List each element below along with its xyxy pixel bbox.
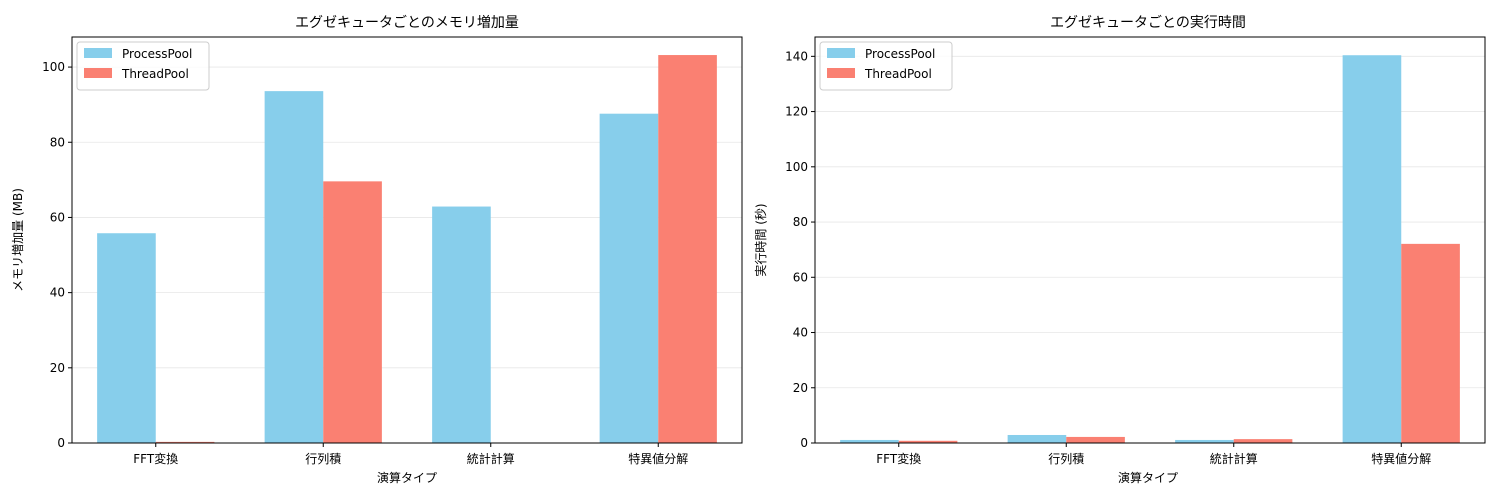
bar-processpool-3 xyxy=(1342,55,1402,443)
bar-processpool-1 xyxy=(264,91,324,443)
x-tick-label: 特異値分解 xyxy=(1371,451,1431,466)
legend-label: ThreadPool xyxy=(864,67,932,81)
y-tick-label: 60 xyxy=(793,270,808,284)
legend-label: ProcessPool xyxy=(122,47,192,61)
x-tick-label: 行列積 xyxy=(1048,451,1084,466)
axes-frame xyxy=(814,36,1486,444)
legend-swatch xyxy=(84,68,112,78)
y-tick-label: 140 xyxy=(785,49,808,63)
y-axis-label: 実行時間 (秒) xyxy=(753,203,768,276)
y-tick-label: 80 xyxy=(793,215,808,229)
time-chart: エグゼキュータごとの実行時間 演算タイプ 実行時間 (秒) 0 20 40 60 80 1… xyxy=(753,15,1486,485)
bar-threadpool-3 xyxy=(658,55,717,444)
x-axis-label: 演算タイプ xyxy=(377,470,437,485)
bar-processpool-0 xyxy=(840,439,899,443)
legend: ProcessPool ThreadPool xyxy=(76,41,210,91)
bar-threadpool-2 xyxy=(1233,439,1293,443)
legend-label: ProcessPool xyxy=(865,47,935,61)
y-tick-label: 100 xyxy=(42,60,65,74)
bar-threadpool-0 xyxy=(898,440,958,443)
bar-threadpool-1 xyxy=(1066,436,1125,443)
x-tick-label: 行列積 xyxy=(305,451,341,466)
bar-processpool-0 xyxy=(97,233,156,443)
y-tick-label: 40 xyxy=(50,286,65,300)
chart-title: エグゼキュータごとのメモリ増加量 xyxy=(295,15,519,31)
bar-threadpool-0 xyxy=(155,441,215,443)
bar-processpool-3 xyxy=(599,113,659,443)
y-tick-label: 120 xyxy=(785,105,808,119)
x-axis-label: 演算タイプ xyxy=(1118,470,1178,485)
x-tick-label: 統計計算 xyxy=(1210,451,1258,466)
y-tick-label: 40 xyxy=(793,326,808,340)
y-tick-label: 80 xyxy=(50,135,65,149)
x-tick-label: 特異値分解 xyxy=(628,451,688,466)
legend-swatch xyxy=(827,48,855,58)
y-tick-label: 20 xyxy=(793,381,808,395)
chart-title: エグゼキュータごとの実行時間 xyxy=(1050,15,1246,31)
bar-threadpool-3 xyxy=(1401,243,1460,443)
y-axis-label: メモリ増加量 (MB) xyxy=(11,188,25,292)
bar-processpool-2 xyxy=(432,206,491,443)
y-tick-label: 0 xyxy=(57,436,65,450)
x-tick-label: FFT変換 xyxy=(876,451,921,466)
legend-swatch xyxy=(827,68,855,78)
y-tick-label: 0 xyxy=(800,436,808,450)
x-tick-label: FFT変換 xyxy=(133,451,178,466)
legend: ProcessPool ThreadPool xyxy=(819,41,953,91)
bar-threadpool-1 xyxy=(323,181,382,443)
x-tick-label: 統計計算 xyxy=(467,451,515,466)
y-tick-label: 100 xyxy=(785,160,808,174)
axes-frame xyxy=(71,36,743,444)
y-tick-label: 20 xyxy=(50,361,65,375)
legend-label: ThreadPool xyxy=(121,67,189,81)
memory-chart: エグゼキュータごとのメモリ増加量 演算タイプ メモリ増加量 (MB) 0 20 40… xyxy=(11,15,743,485)
bar-processpool-1 xyxy=(1007,434,1067,443)
y-tick-label: 60 xyxy=(50,210,65,224)
legend-swatch xyxy=(84,48,112,58)
bar-processpool-2 xyxy=(1175,439,1234,443)
